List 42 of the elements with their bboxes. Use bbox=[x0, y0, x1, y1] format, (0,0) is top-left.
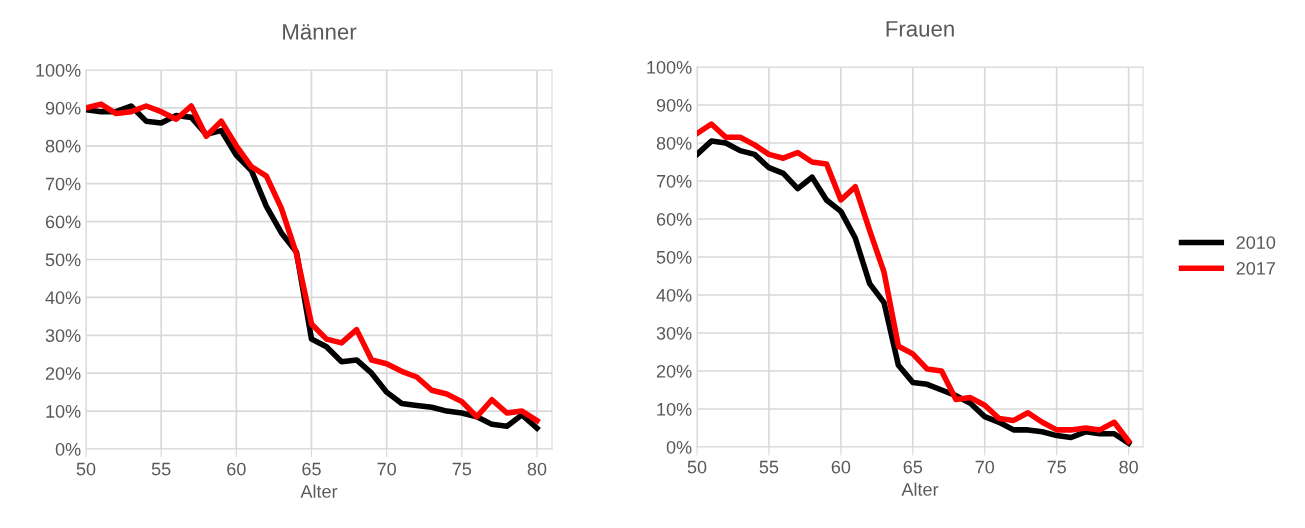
y-tick-label: 50% bbox=[656, 250, 692, 264]
y-tick-label: 80% bbox=[45, 139, 81, 153]
y-tick-label: 60% bbox=[45, 215, 81, 229]
y-tick-label: 10% bbox=[46, 405, 81, 418]
x-tick-label: 55 bbox=[759, 460, 779, 474]
x-tick-label: 55 bbox=[151, 462, 171, 476]
x-axis-title: Alter bbox=[300, 484, 338, 498]
x-tick-label: 75 bbox=[452, 462, 472, 476]
legend-label: 2010 bbox=[1236, 236, 1276, 249]
y-tick-label: 70% bbox=[656, 174, 692, 188]
chart-title: Männer bbox=[283, 24, 357, 40]
y-tick-label: 100% bbox=[36, 63, 81, 77]
chart-title: Frauen bbox=[886, 21, 954, 37]
y-tick-label: 20% bbox=[45, 367, 81, 380]
x-tick-label: 60 bbox=[227, 462, 246, 476]
y-tick-label: 20% bbox=[656, 364, 692, 378]
x-tick-label: 80 bbox=[527, 462, 547, 476]
y-tick-label: 90% bbox=[45, 101, 81, 115]
y-tick-label: 40% bbox=[45, 291, 81, 305]
y-tick-label: 30% bbox=[45, 329, 81, 343]
x-tick-label: 70 bbox=[377, 462, 396, 476]
y-tick-label: 60% bbox=[656, 212, 692, 226]
x-tick-label: 50 bbox=[76, 462, 96, 476]
y-tick-label: 10% bbox=[657, 402, 692, 416]
y-tick-label: 40% bbox=[656, 288, 692, 302]
y-tick-label: 90% bbox=[656, 98, 692, 112]
x-tick-label: 50 bbox=[687, 460, 707, 474]
y-tick-label: 50% bbox=[45, 253, 81, 267]
x-axis-title: Alter bbox=[901, 482, 939, 496]
y-tick-label: 80% bbox=[656, 136, 692, 150]
legend-label: 2017 bbox=[1236, 261, 1275, 275]
x-tick-label: 75 bbox=[1047, 460, 1066, 474]
y-tick-label: 0% bbox=[55, 442, 81, 456]
x-tick-label: 65 bbox=[302, 462, 321, 476]
y-tick-label: 30% bbox=[656, 326, 692, 340]
y-tick-label: 0% bbox=[666, 440, 692, 454]
x-tick-label: 70 bbox=[975, 460, 995, 474]
x-tick-label: 60 bbox=[831, 460, 851, 474]
x-tick-label: 80 bbox=[1119, 460, 1138, 474]
x-tick-label: 65 bbox=[903, 460, 923, 474]
y-tick-label: 100% bbox=[647, 60, 692, 74]
y-tick-label: 70% bbox=[45, 177, 81, 191]
